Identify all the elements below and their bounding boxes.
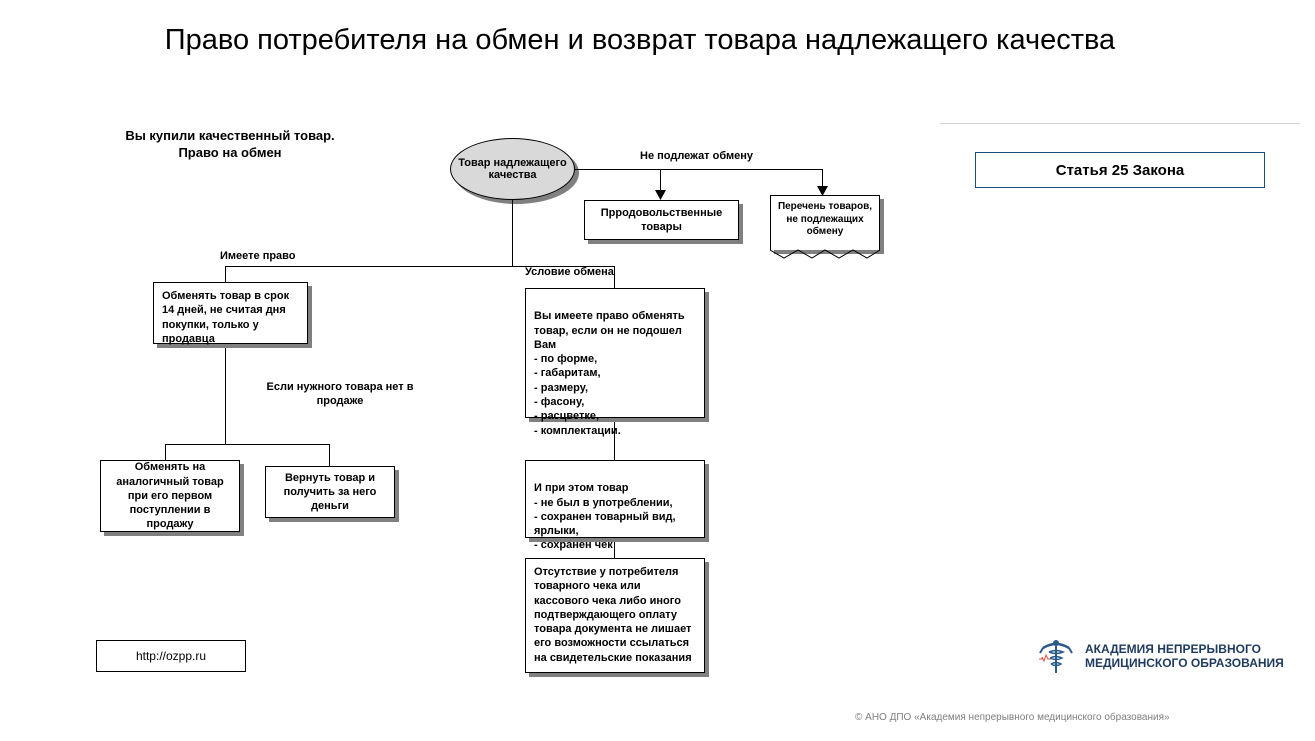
url-box: http://ozpp.ru bbox=[96, 640, 246, 672]
node-similar: Обменять на аналогичный товар при его пе… bbox=[100, 460, 240, 532]
divider bbox=[940, 123, 1300, 124]
page-title: Право потребителя на обмен и возврат тов… bbox=[0, 22, 1280, 58]
reference-box: Статья 25 Закона bbox=[975, 152, 1265, 188]
label-cond: Условие обмена bbox=[525, 266, 614, 278]
label-no-exchange: Не подлежат обмену bbox=[640, 150, 753, 162]
label-right: Имеете право bbox=[220, 250, 296, 262]
root-ellipse: Товар надлежащего качества bbox=[450, 138, 575, 200]
footer: © АНО ДПО «Академия непрерывного медицин… bbox=[855, 712, 1170, 723]
node-cond2: И при этом товар - не был в употреблении… bbox=[525, 460, 705, 538]
node-food: Прродовольственные товары bbox=[584, 200, 739, 240]
node-return: Вернуть товар и получить за него деньги bbox=[265, 466, 395, 518]
node-cond1: Вы имеете право обменять товар, если он … bbox=[525, 288, 705, 418]
logo: АКАДЕМИЯ НЕПРЕРЫВНОГО МЕДИЦИНСКОГО ОБРАЗ… bbox=[1035, 635, 1284, 677]
label-no-stock: Если нужного товара нет в продаже bbox=[265, 380, 415, 409]
logo-text: АКАДЕМИЯ НЕПРЕРЫВНОГО МЕДИЦИНСКОГО ОБРАЗ… bbox=[1085, 642, 1284, 671]
subtitle: Вы купили качественный товар. Право на о… bbox=[100, 128, 360, 162]
node-cond3: Отсутствие у потребителя товарного чека … bbox=[525, 558, 705, 673]
node-list: Перечень товаров, не подлежащих обмену bbox=[770, 195, 880, 250]
caduceus-icon bbox=[1035, 635, 1077, 677]
zigzag-icon bbox=[770, 248, 881, 260]
root-ellipse-text: Товар надлежащего качества bbox=[455, 157, 570, 181]
node-14days: Обменять товар в срок 14 дней, не считая… bbox=[153, 282, 308, 344]
